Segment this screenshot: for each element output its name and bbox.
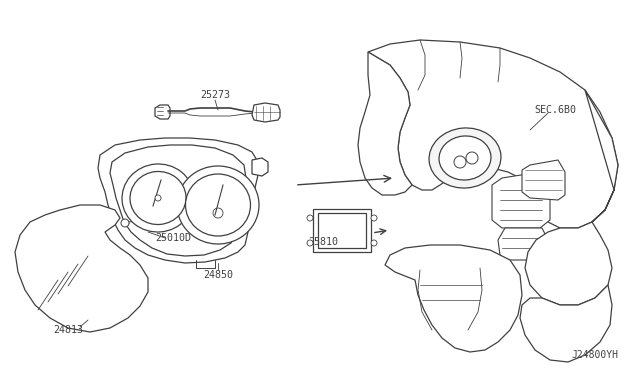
Polygon shape <box>368 40 618 228</box>
Polygon shape <box>110 145 246 256</box>
Circle shape <box>454 156 466 168</box>
Polygon shape <box>492 172 550 228</box>
Text: 25010D: 25010D <box>155 233 191 243</box>
Text: 25810: 25810 <box>308 237 338 247</box>
Ellipse shape <box>186 174 250 236</box>
Circle shape <box>371 240 377 246</box>
Text: J24800YH: J24800YH <box>572 350 618 360</box>
Text: SEC.6B0: SEC.6B0 <box>534 105 576 115</box>
Circle shape <box>307 240 313 246</box>
Polygon shape <box>358 52 412 195</box>
Polygon shape <box>385 245 522 352</box>
Ellipse shape <box>429 128 501 188</box>
Ellipse shape <box>177 166 259 244</box>
Polygon shape <box>252 158 268 176</box>
Polygon shape <box>252 103 280 122</box>
Polygon shape <box>98 138 258 263</box>
Circle shape <box>307 215 313 221</box>
Circle shape <box>121 219 129 227</box>
Ellipse shape <box>130 171 186 225</box>
Circle shape <box>371 215 377 221</box>
Polygon shape <box>15 205 148 332</box>
Text: 25273: 25273 <box>200 90 230 100</box>
Ellipse shape <box>439 136 491 180</box>
Polygon shape <box>498 228 548 260</box>
Text: 24813: 24813 <box>53 325 83 335</box>
Polygon shape <box>525 90 618 305</box>
Polygon shape <box>520 285 612 362</box>
Polygon shape <box>522 160 565 200</box>
Circle shape <box>466 152 478 164</box>
Bar <box>318 213 366 248</box>
Ellipse shape <box>122 164 194 232</box>
Circle shape <box>155 195 161 201</box>
Polygon shape <box>313 209 371 252</box>
Text: 24850: 24850 <box>203 270 233 280</box>
Polygon shape <box>155 105 170 119</box>
Circle shape <box>213 208 223 218</box>
